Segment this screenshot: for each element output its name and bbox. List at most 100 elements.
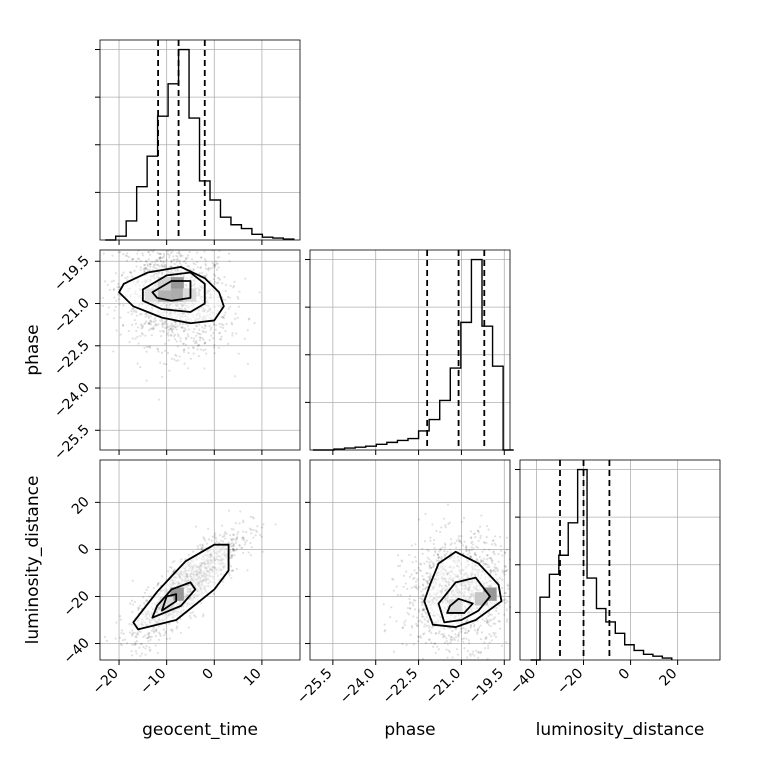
scatter-point: [136, 257, 139, 260]
scatter-point: [468, 549, 471, 552]
scatter-point: [234, 539, 237, 542]
scatter-point: [179, 254, 182, 257]
scatter-point: [207, 527, 210, 530]
scatter-point: [232, 528, 235, 531]
scatter-point: [131, 323, 134, 326]
scatter-point: [139, 266, 142, 269]
scatter-point: [403, 621, 406, 624]
scatter-point: [167, 331, 170, 334]
scatter-point: [179, 631, 182, 634]
scatter-point: [469, 555, 472, 558]
scatter-point: [234, 541, 238, 544]
scatter-point: [443, 553, 446, 557]
scatter-point: [235, 547, 238, 550]
scatter-point: [204, 330, 208, 334]
scatter-point: [238, 522, 241, 525]
scatter-point: [171, 331, 174, 334]
scatter-point: [434, 651, 437, 655]
scatter-point: [186, 324, 189, 327]
scatter-point: [474, 554, 477, 557]
scatter-point: [153, 631, 156, 634]
scatter-point: [230, 569, 233, 572]
scatter-point: [410, 544, 414, 547]
scatter-point: [131, 258, 135, 261]
scatter-point: [408, 607, 412, 610]
scatter-point: [488, 619, 491, 622]
scatter-point: [149, 636, 152, 639]
scatter-point: [488, 633, 491, 636]
scatter-point: [170, 328, 174, 331]
scatter-point: [135, 640, 139, 643]
scatter-point: [172, 258, 175, 262]
scatter-point: [118, 636, 122, 639]
scatter-point: [136, 631, 139, 634]
scatter-point: [197, 332, 201, 335]
scatter-point: [503, 591, 507, 594]
scatter-point: [397, 565, 400, 568]
scatter-point: [196, 545, 199, 548]
scatter-point: [405, 570, 408, 573]
scatter-point: [416, 624, 419, 627]
scatter-point: [449, 638, 452, 641]
scatter-point: [138, 604, 141, 607]
scatter-point: [145, 645, 148, 648]
scatter-point: [414, 543, 417, 546]
scatter-point: [181, 323, 184, 326]
scatter-point: [198, 328, 201, 331]
scatter-point: [145, 598, 148, 602]
scatter-point: [225, 322, 228, 326]
scatter-point: [138, 257, 141, 260]
scatter-point: [231, 542, 234, 545]
scatter-point: [234, 521, 238, 525]
scatter-point: [447, 649, 450, 652]
scatter-point: [200, 256, 203, 259]
scatter-point: [426, 619, 429, 623]
scatter-point: [414, 586, 417, 589]
scatter-point: [479, 534, 482, 537]
scatter-point: [224, 311, 227, 314]
scatter-point: [133, 269, 136, 272]
x-tick-label-phase: −21.0: [423, 666, 465, 708]
scatter-point: [473, 532, 477, 535]
scatter-point: [488, 641, 491, 644]
scatter-point: [469, 530, 473, 533]
scatter-point: [134, 643, 137, 646]
scatter-point: [473, 553, 476, 556]
scatter-point: [234, 332, 238, 335]
scatter-point: [470, 549, 473, 552]
scatter-point: [433, 642, 436, 645]
scatter-point: [172, 255, 175, 258]
scatter-point: [460, 541, 463, 545]
scatter-point: [132, 310, 135, 313]
scatter-point: [236, 536, 239, 539]
scatter-point: [181, 342, 185, 346]
scatter-point: [218, 256, 221, 259]
scatter-point: [499, 577, 502, 580]
scatter-point: [211, 262, 214, 265]
scatter-point: [483, 562, 487, 565]
scatter-point: [442, 517, 445, 520]
scatter-point: [101, 304, 105, 307]
scatter-point: [102, 296, 105, 300]
scatter-point: [174, 323, 177, 326]
scatter-point: [173, 333, 177, 336]
scatter-point: [417, 640, 420, 643]
histogram-step: [312, 258, 514, 451]
panel-geocent_time-vs-luminosity_distance: [95, 459, 301, 665]
scatter-point: [220, 338, 223, 341]
scatter-point: [408, 575, 412, 578]
scatter-point: [160, 351, 164, 354]
scatter-point: [187, 351, 190, 354]
scatter-point: [421, 552, 424, 555]
panel-frame: [99, 459, 301, 661]
scatter-point: [216, 262, 219, 265]
scatter-point: [229, 556, 232, 559]
scatter-point: [200, 547, 203, 550]
scatter-point: [233, 280, 236, 283]
scatter-point: [485, 535, 488, 538]
scatter-point: [112, 288, 115, 291]
scatter-point: [440, 633, 443, 636]
scatter-point: [483, 619, 486, 623]
scatter-point: [157, 257, 161, 260]
scatter-point: [186, 256, 189, 259]
